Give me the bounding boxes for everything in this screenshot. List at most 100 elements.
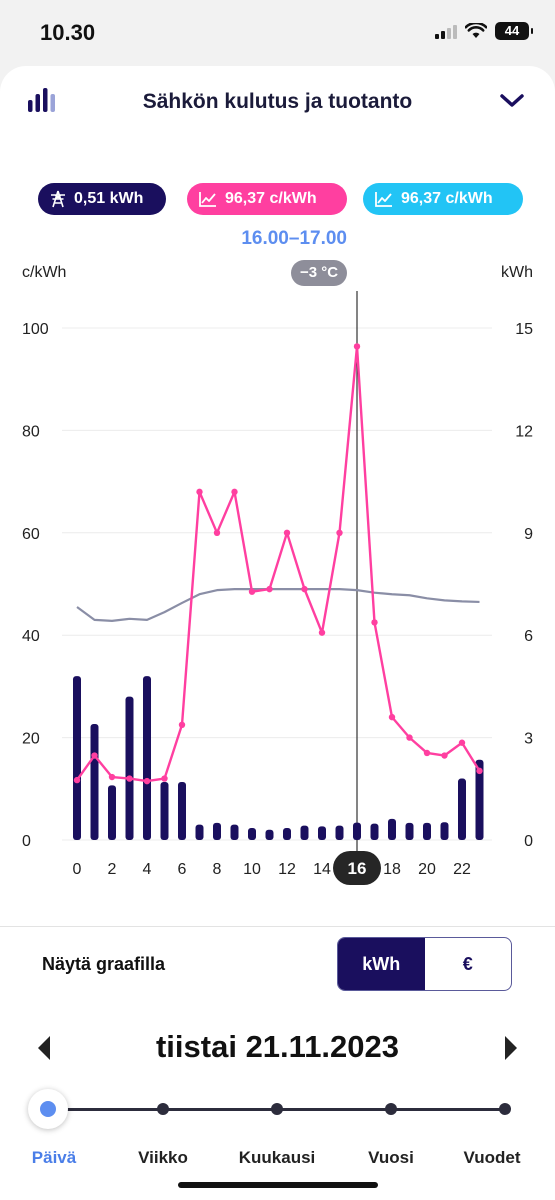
timeline-label-week[interactable]: Viikko [138,1148,188,1167]
timeline-dot-year[interactable] [385,1103,397,1115]
price-point [108,773,116,781]
consumption-bar [125,696,134,840]
price-point [248,588,256,595]
timeline-label-month[interactable]: Kuukausi [238,1148,316,1167]
x-tick-label: 20 [418,861,436,878]
right-tick-label: 9 [524,526,533,543]
timeline-dot-years[interactable] [499,1103,511,1115]
chevron-left-icon[interactable] [32,1033,56,1063]
timeline-dot-week[interactable] [157,1103,169,1115]
price-point [161,775,168,782]
x-tick-label: 18 [383,861,401,878]
line-chart-icon [199,192,216,207]
price-point [91,752,98,759]
reference-line [76,588,480,622]
consumption-bar [475,759,484,840]
wifi-icon [465,23,487,38]
right-tick-label: 12 [515,423,533,440]
status-time: 10.30 [40,20,96,45]
right-tick-label: 0 [524,833,533,850]
price-point [73,776,81,784]
price-line [76,345,481,783]
consumption-bar [108,785,116,840]
consumption-bar [265,829,274,840]
consumption-bar [318,826,326,840]
left-axis-title: c/kWh [22,264,67,281]
consumption-bar [248,828,256,840]
battery-indicator: 44 [495,22,533,40]
selected-hour-badge [333,851,381,885]
line-chart-icon [375,192,392,207]
unit-toggle[interactable]: kWh € [337,937,512,991]
home-indicator [178,1182,378,1188]
consumption-bar [178,781,186,840]
consumption-bar [458,778,466,840]
spot-price-value: 96,37 c/kWh [401,190,493,207]
price-point [476,767,483,775]
timeline-label-day[interactable]: Päivä [31,1148,77,1167]
spot-price-legend-pill[interactable]: 96,37 c/kWh [363,183,523,215]
x-tick-label: 14 [313,861,331,878]
toggle-euro[interactable]: € [462,953,473,974]
x-tick-label: 22 [453,861,471,878]
x-tick-label: 12 [278,861,296,878]
x-tick-label: 6 [178,861,187,878]
consumption-bar [353,822,361,840]
chevron-right-icon[interactable] [499,1033,523,1063]
left-tick-label: 40 [22,628,40,645]
consumption-bar [370,823,379,840]
chevron-down-icon[interactable] [499,92,525,110]
price-point [406,734,413,741]
price-point [231,488,238,496]
left-tick-label: 80 [22,423,40,440]
timeline-label-year[interactable]: Vuosi [368,1148,414,1167]
price-point [301,585,308,593]
usage-legend-pill[interactable]: 0,51 kWh [38,183,166,215]
price-point [283,529,291,536]
price-point [441,752,448,759]
x-tick-label: 10 [243,861,261,878]
power-tower-icon [51,190,65,208]
consumption-bar [388,818,396,840]
toggle-kwh[interactable]: kWh [338,938,425,990]
right-axis-title: kWh [501,264,533,281]
timeline-dot-month[interactable] [271,1103,283,1115]
bottom-sheet: Sähkön kulutus ja tuotanto 0,51 kWh 96,3… [0,66,555,1200]
price-point [266,585,273,593]
price-point [178,721,186,728]
timeline-dot-day[interactable] [28,1089,68,1129]
price-point [423,749,431,757]
usage-value: 0,51 kWh [74,190,144,207]
selected-hour-label: 16 [348,859,367,878]
consumption-bar [405,822,414,840]
consumption-bar [440,822,449,840]
price-value: 96,37 c/kWh [225,190,317,207]
price-point [371,619,378,626]
left-tick-label: 100 [22,321,49,338]
consumption-bar [213,822,221,840]
temperature-badge: −3 °C [291,260,347,286]
consumption-bar [73,676,81,840]
timeline-label-years[interactable]: Vuodet [463,1148,521,1167]
left-tick-label: 0 [22,833,31,850]
bar-chart-icon[interactable] [28,86,58,112]
consumption-bar [335,825,344,840]
price-point [353,343,361,350]
consumption-bar [300,825,309,840]
right-tick-label: 15 [515,321,533,338]
period-timeline[interactable]: Päivä Viikko Kuukausi Vuosi Vuodet [0,1086,555,1186]
price-legend-pill[interactable]: 96,37 c/kWh [187,183,347,215]
consumption-bar [195,824,204,840]
price-point [318,629,326,636]
chart-toggle-label: Näytä graafilla [42,954,166,974]
right-tick-label: 6 [524,628,533,645]
price-point [458,739,466,746]
consumption-price-chart[interactable]: 0 0 20 3 40 6 60 9 80 12 100 15 0 2 4 6 8 10 12 14 16 18 20 22 [0,291,555,891]
cellular-signal-icon [435,23,457,39]
x-tick-label: 2 [108,861,117,878]
status-icons: 44 [435,22,533,40]
consumption-bar [423,822,431,840]
price-point [213,529,221,536]
right-tick-label: 3 [524,731,533,748]
price-point [196,488,203,496]
